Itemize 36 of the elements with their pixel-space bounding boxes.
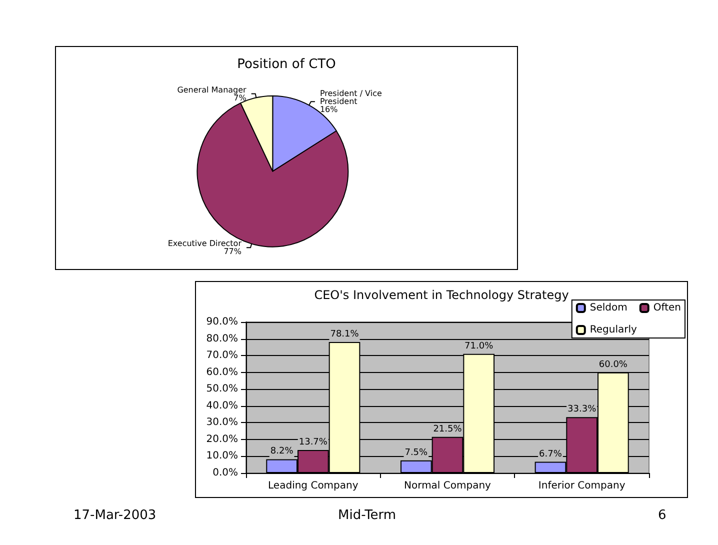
- data-label: 6.7%: [539, 449, 562, 460]
- x-tick-label: Leading Company: [268, 480, 358, 492]
- data-label: 33.3%: [568, 404, 597, 415]
- x-tick-label: Normal Company: [404, 480, 492, 492]
- x-tick-label: Inferior Company: [538, 480, 626, 492]
- text: 6: [658, 508, 666, 523]
- y-tick-label: 30.0%: [206, 417, 238, 428]
- text: 17-Mar-2003: [74, 508, 156, 523]
- y-tick-label: 10.0%: [206, 450, 238, 462]
- data-label: 60.0%: [598, 360, 628, 370]
- slice-label: President / Vice President: [320, 89, 384, 106]
- data-label: 71.0%: [464, 341, 494, 352]
- chart-title: CEO's Involvement in Technology Strategy: [314, 288, 569, 302]
- data-label: 8.2%: [270, 446, 294, 457]
- legend-label: Seldom: [590, 302, 628, 314]
- y-tick-label: 40.0%: [206, 400, 238, 412]
- data-label: 7.5%: [404, 448, 428, 458]
- legend-label: Often: [653, 302, 682, 314]
- y-tick-label: 50.0%: [206, 384, 238, 395]
- text: Mid-Term: [338, 508, 396, 523]
- y-tick-label: 0.0%: [212, 468, 238, 478]
- y-tick-label: 80.0%: [206, 333, 238, 344]
- y-tick-label: 60.0%: [206, 366, 238, 378]
- slice-label: Executive Director: [168, 239, 242, 248]
- data-label: 77%: [224, 247, 242, 256]
- y-tick-label: 90.0%: [206, 316, 238, 328]
- legend-label: Regularly: [590, 324, 638, 336]
- chart-title: Position of CTO: [237, 57, 336, 72]
- y-tick-label: 70.0%: [206, 350, 238, 362]
- data-label: 16%: [320, 105, 338, 114]
- data-label: 78.1%: [330, 329, 360, 340]
- data-label: 13.7%: [298, 438, 328, 448]
- data-label: 7%: [234, 93, 247, 102]
- y-tick-label: 20.0%: [206, 434, 238, 445]
- data-label: 21.5%: [433, 424, 462, 434]
- slice-label: General Manager: [177, 85, 248, 94]
